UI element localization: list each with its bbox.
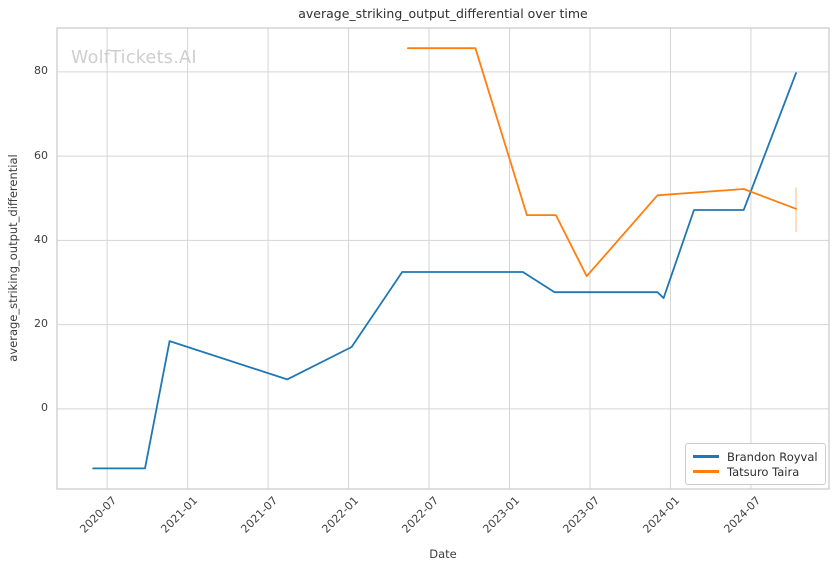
legend-label: Brandon Royval bbox=[727, 449, 818, 464]
series-line-brandon-royval bbox=[92, 72, 797, 470]
y-tick-label: 0 bbox=[41, 401, 48, 415]
y-tick-label: 80 bbox=[34, 64, 48, 78]
y-tick-label: 20 bbox=[34, 317, 48, 331]
legend-swatch-tatsuro-taira bbox=[693, 470, 719, 473]
chart-title: average_striking_output_differential ove… bbox=[298, 6, 588, 21]
y-tick-label: 40 bbox=[34, 232, 48, 246]
plot-border bbox=[56, 27, 830, 490]
legend-swatch-brandon-royval bbox=[693, 455, 719, 458]
y-tick-label: 60 bbox=[34, 148, 48, 162]
watermark: WolfTickets.AI bbox=[71, 48, 197, 68]
legend-item-brandon-royval: Brandon Royval bbox=[693, 449, 818, 464]
x-axis-label: Date bbox=[429, 547, 457, 561]
legend-label: Tatsuro Taira bbox=[727, 464, 800, 479]
y-axis-label: average_striking_output_differential bbox=[6, 154, 20, 362]
series-line-tatsuro-taira bbox=[406, 47, 797, 278]
legend: Brandon Royval Tatsuro Taira bbox=[685, 443, 826, 485]
legend-item-tatsuro-taira: Tatsuro Taira bbox=[693, 464, 817, 479]
